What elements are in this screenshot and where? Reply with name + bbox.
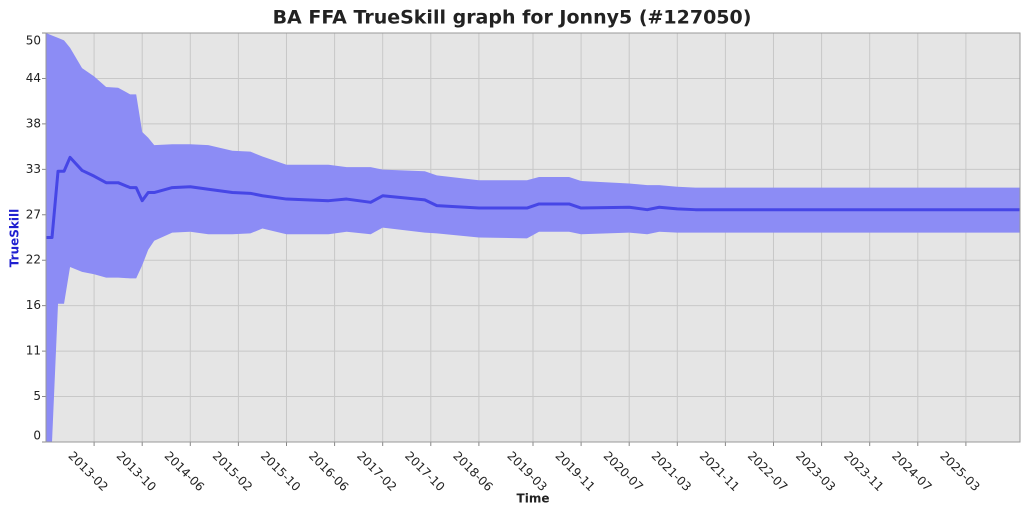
y-tick-label: 22	[26, 253, 41, 267]
x-tick-label: 2015-10	[258, 449, 303, 494]
y-tick-label: 50	[26, 34, 41, 48]
y-tick-label: 38	[26, 116, 41, 130]
y-tick-label: 27	[26, 207, 41, 221]
x-tick-label: 2025-03	[937, 449, 982, 494]
x-tick-label: 2021-11	[697, 449, 742, 494]
x-tick-label: 2021-03	[649, 449, 694, 494]
x-tick-label: 2015-02	[210, 449, 255, 494]
x-tick-label: 2023-11	[841, 449, 886, 494]
x-tick-label: 2022-07	[745, 449, 790, 494]
y-tick-label: 5	[33, 389, 41, 403]
x-tick-label: 2018-06	[450, 449, 495, 494]
y-tick-label: 33	[26, 162, 41, 176]
x-tick-label: 2017-02	[354, 449, 399, 494]
y-tick-label: 11	[26, 344, 41, 358]
y-tick-label: 16	[26, 298, 41, 312]
x-tick-label: 2020-07	[601, 449, 646, 494]
plot-frame	[45, 32, 1021, 443]
x-tick-label: 2016-06	[306, 449, 351, 494]
chart-title: BA FFA TrueSkill graph for Jonny5 (#1270…	[273, 7, 752, 29]
x-tick-label: 2024-07	[889, 449, 934, 494]
y-tick-label: 44	[26, 71, 41, 85]
y-axis-label: TrueSkill	[8, 209, 22, 267]
x-tick-label: 2019-11	[553, 449, 598, 494]
y-tick-label: 0	[33, 429, 41, 443]
x-tick-label: 2017-10	[402, 449, 447, 494]
x-tick-label: 2013-10	[114, 449, 159, 494]
x-tick-label: 2013-02	[66, 449, 111, 494]
x-axis-label: Time	[517, 492, 550, 506]
x-tick-label: 2023-03	[793, 449, 838, 494]
x-tick-label: 2019-03	[504, 449, 549, 494]
trueskill-line	[46, 155, 1020, 239]
x-tick-label: 2014-06	[162, 449, 207, 494]
